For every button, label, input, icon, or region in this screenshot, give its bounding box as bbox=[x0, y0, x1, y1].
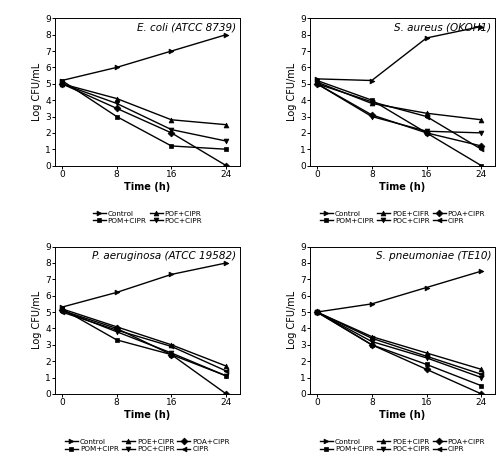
Legend: Control, POM+CIPR, POE+CIPR, POC+CIPR, POA+CIPR, CIPR: Control, POM+CIPR, POE+CIPR, POC+CIPR, P… bbox=[320, 439, 485, 453]
Legend: Control, POM+CIPR, POF+CIPR, POC+CIPR: Control, POM+CIPR, POF+CIPR, POC+CIPR bbox=[92, 210, 202, 224]
Y-axis label: Log CFU/mL: Log CFU/mL bbox=[32, 291, 42, 349]
Legend: Control, POM+CIPR, POE+CIPR, POC+CIPR, POA+CIPR, CIPR: Control, POM+CIPR, POE+CIPR, POC+CIPR, P… bbox=[65, 439, 230, 453]
Y-axis label: Log CFU/mL: Log CFU/mL bbox=[288, 63, 298, 121]
Text: S. aureus (OKOH1): S. aureus (OKOH1) bbox=[394, 23, 492, 33]
Legend: Control, POM+CIPR, POE+CIFR, POC+CIPR, POA+CIPR, CIPR: Control, POM+CIPR, POE+CIFR, POC+CIPR, P… bbox=[320, 210, 485, 224]
X-axis label: Time (h): Time (h) bbox=[380, 181, 426, 191]
Text: S. pneumoniae (TE10): S. pneumoniae (TE10) bbox=[376, 251, 492, 261]
X-axis label: Time (h): Time (h) bbox=[124, 410, 170, 420]
Y-axis label: Log CFU/mL: Log CFU/mL bbox=[288, 291, 298, 349]
X-axis label: Time (h): Time (h) bbox=[380, 410, 426, 420]
Y-axis label: Log CFU/mL: Log CFU/mL bbox=[32, 63, 42, 121]
Text: P. aeruginosa (ATCC 19582): P. aeruginosa (ATCC 19582) bbox=[92, 251, 236, 261]
X-axis label: Time (h): Time (h) bbox=[124, 181, 170, 191]
Text: E. coli (ATCC 8739): E. coli (ATCC 8739) bbox=[137, 23, 236, 33]
